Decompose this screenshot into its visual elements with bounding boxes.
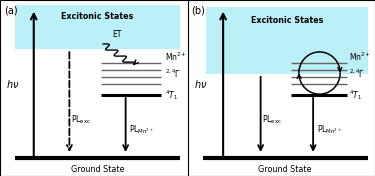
Text: Mn$^{2+}$: Mn$^{2+}$: [349, 50, 370, 62]
Bar: [206, 7, 368, 74]
Text: Ground State: Ground State: [71, 165, 124, 174]
Text: $^{4}T_1$: $^{4}T_1$: [165, 88, 178, 102]
Text: PL$_{\rm exc}$: PL$_{\rm exc}$: [71, 113, 91, 126]
Text: ET: ET: [112, 30, 122, 39]
Text: $^{2,4}\Gamma$: $^{2,4}\Gamma$: [349, 68, 365, 80]
Text: (a): (a): [4, 5, 17, 15]
Text: $h\nu$: $h\nu$: [6, 78, 20, 90]
Text: (b): (b): [191, 5, 205, 15]
Text: PL$_{\rm Mn^{2+}}$: PL$_{\rm Mn^{2+}}$: [317, 124, 342, 137]
Text: $^{2,4}\Gamma$: $^{2,4}\Gamma$: [165, 68, 181, 80]
Text: Ground State: Ground State: [258, 165, 312, 174]
Text: Mn$^{2+}$: Mn$^{2+}$: [165, 50, 187, 62]
Text: PL$_{\rm Mn^{2+}}$: PL$_{\rm Mn^{2+}}$: [129, 124, 154, 137]
Text: $^{4}T_1$: $^{4}T_1$: [349, 88, 362, 102]
Text: Excitonic States: Excitonic States: [62, 12, 134, 21]
Text: Excitonic States: Excitonic States: [251, 16, 323, 25]
Bar: [15, 5, 180, 49]
Text: $h\nu$: $h\nu$: [194, 78, 207, 90]
Text: PL$_{\rm exc}$: PL$_{\rm exc}$: [262, 113, 282, 126]
